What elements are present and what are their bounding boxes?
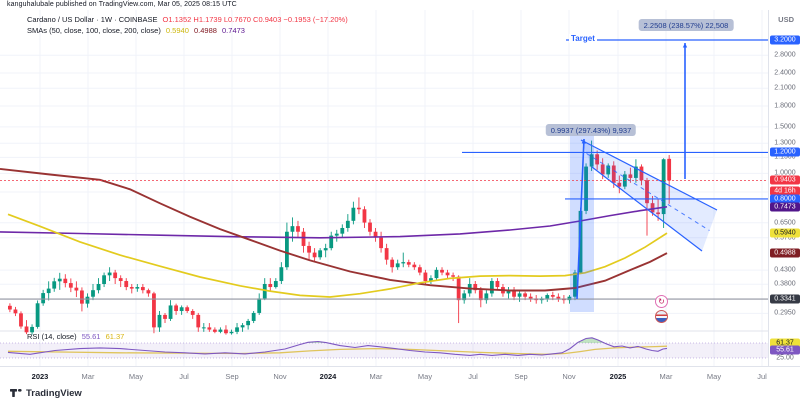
sma100-line	[0, 167, 668, 292]
price-badge: 0.5940	[770, 228, 800, 238]
sma200-value: 0.7473	[222, 26, 245, 35]
price-tick: 1.0000	[774, 169, 796, 177]
price-range-label-flagpole[interactable]: 0.9937 (297.43%) 9,937	[545, 124, 637, 136]
currency-label: USD	[778, 15, 794, 24]
time-tick: Mar	[369, 372, 383, 381]
ohlc-values: O1.1352 H1.1739 L0.7670 C0.9403 −0.1953 …	[162, 15, 348, 24]
sma-legend: SMAs (50, close, 100, close, 200, close)…	[27, 26, 245, 35]
flag-sticker-icon[interactable]	[655, 310, 668, 323]
price-tick: 1.5000	[774, 123, 796, 131]
symbol-legend: Cardano / US Dollar · 1W · COINBASE O1.1…	[27, 15, 348, 24]
price-badge: 0.3341	[770, 294, 800, 304]
symbol-title: Cardano / US Dollar · 1W · COINBASE	[27, 15, 158, 24]
price-tick: 0.2950	[774, 309, 796, 317]
time-tick: Mar	[81, 372, 95, 381]
time-tick: Nov	[273, 372, 287, 381]
tradingview-logo: TradingView	[10, 387, 82, 399]
time-tick: Jul	[757, 372, 767, 381]
time-tick: 2023	[31, 372, 49, 381]
gridlines	[0, 10, 768, 366]
price-tick: 2.4000	[774, 69, 796, 77]
rsi-label: RSI (14, close)	[27, 332, 77, 341]
price-tick: 0.6500	[774, 219, 796, 227]
sma50-value: 0.5940	[165, 26, 189, 35]
brand-name: TradingView	[26, 387, 82, 399]
rsi-line	[7, 337, 668, 356]
price-tick: 1.3000	[774, 139, 796, 147]
drawings[interactable]	[0, 39, 768, 312]
price-badge: 0.7473	[770, 202, 800, 212]
price-badge: 0.9403	[770, 175, 800, 185]
cyclone-sticker-icon[interactable]: ↻	[655, 295, 668, 308]
price-badge: 0.4988	[770, 248, 800, 258]
time-tick: May	[128, 372, 144, 381]
tradingview-logo-icon	[10, 389, 22, 397]
time-tick: Jul	[468, 372, 478, 381]
price-badge: 1.2000	[770, 147, 800, 157]
rsi-pane	[0, 330, 768, 359]
time-tick: May	[706, 372, 722, 381]
sma50-line	[7, 213, 668, 298]
price-tick: 1.8000	[774, 102, 796, 110]
price-badge: 3.2000	[770, 35, 800, 45]
price-tick: 1.1500	[774, 153, 796, 161]
price-range-label-target[interactable]: 2.2508 (238.57%) 22,508	[638, 19, 734, 31]
price-badge: 0.8000	[770, 194, 800, 204]
rsi-value: 55.61	[81, 332, 101, 341]
price-tick: 0.3800	[774, 280, 796, 288]
time-tick: 2024	[319, 372, 337, 381]
price-axis[interactable]: USD 2.8000 2.4000 2.1000 1.8000 1.5000 1.3000…	[768, 10, 800, 366]
price-tick: 25.00	[776, 354, 794, 362]
footer-bar: TradingView	[0, 385, 800, 401]
time-tick: Nov	[562, 372, 576, 381]
rsi-legend: RSI (14, close) 55.61 61.37	[27, 332, 124, 341]
price-tick: 0.5700	[774, 234, 796, 242]
time-tick: 2025	[609, 372, 627, 381]
time-tick: May	[417, 372, 433, 381]
price-badge: 61.37	[770, 338, 800, 348]
rsi-ma-value: 61.37	[105, 332, 125, 341]
sma-label: SMAs (50, close, 100, close, 200, close)	[27, 26, 161, 35]
time-tick: Mar	[659, 372, 673, 381]
price-tick: 0.4300	[774, 266, 796, 274]
price-badge: 55.61	[770, 345, 800, 355]
price-badge: 4d 16h	[770, 186, 800, 196]
sma100-value: 0.4988	[193, 26, 217, 35]
time-axis[interactable]: 2023 Mar May Jul Sep Nov 2024 Mar May Jul Sep Nov 20…	[0, 366, 800, 385]
price-tick: 2.1000	[774, 84, 796, 92]
time-tick: Sep	[514, 372, 528, 381]
chart-canvas[interactable]	[0, 10, 800, 366]
time-tick: Jul	[179, 372, 189, 381]
time-tick: Sep	[225, 372, 239, 381]
price-tick: 2.8000	[774, 51, 796, 59]
publish-watermark: kanguhalubale published on TradingView.c…	[7, 1, 237, 8]
sma200-line	[0, 206, 668, 239]
target-annotation[interactable]: Target	[569, 34, 597, 43]
